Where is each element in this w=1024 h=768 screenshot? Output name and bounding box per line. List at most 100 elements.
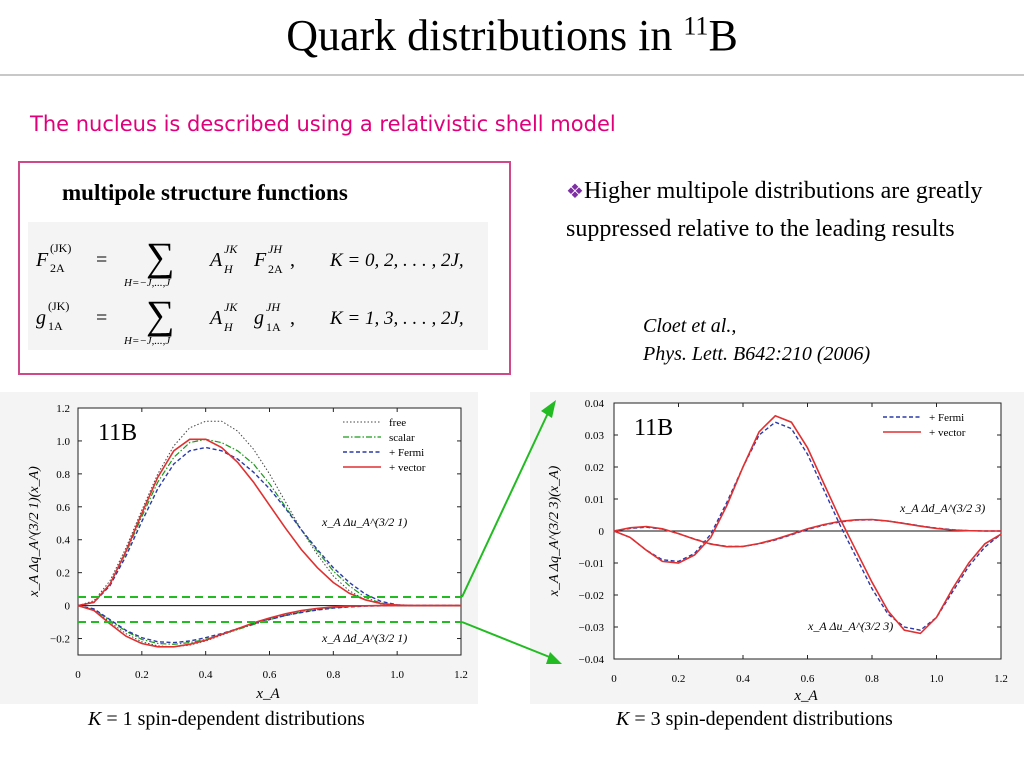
eq1-sum-sign: ∑ (146, 234, 175, 279)
series-line-vector-d (77, 604, 461, 648)
series-line-free-u (77, 420, 461, 607)
citation: Cloet et al., Phys. Lett. B642:210 (2006… (643, 312, 870, 368)
equations-svg: F (JK) 2A = ∑ H=−J,...,J A JK H F JH 2A … (35, 234, 464, 347)
legend-label: scalar (389, 432, 415, 444)
eq1-equals: = (96, 249, 107, 271)
eq2-comma: , (290, 307, 295, 329)
eq1-term-sub: 2A (268, 262, 283, 276)
y-tick-label: 0.8 (56, 469, 70, 481)
eq1-lhs: F (35, 249, 49, 271)
legend-label: + vector (389, 462, 426, 474)
legend-label: + Fermi (929, 412, 964, 424)
x-axis-label: x_A (793, 688, 818, 704)
y-tick-label: −0.02 (579, 590, 604, 602)
citation-authors: Cloet et al., (643, 315, 737, 337)
nucleus-label: 11B (634, 415, 673, 441)
x-tick-label: 0.6 (801, 673, 815, 685)
y-tick-label: 0.6 (56, 502, 70, 514)
y-tick-label: −0.01 (579, 558, 604, 570)
x-tick-label: 0.2 (135, 669, 149, 681)
eq2-coef-sub: H (223, 320, 234, 334)
x-tick-label: 1.2 (454, 669, 468, 681)
curve-annotation: x_A Δu_A^(3/2 1) (321, 515, 407, 529)
curve-annotation: x_A Δd_A^(3/2 1) (321, 631, 407, 645)
multipole-box-title: multipole structure functions (62, 180, 348, 205)
eq2-lhs-sup: (JK) (48, 299, 69, 313)
eq2-term-sup: JH (266, 300, 281, 314)
equation-f2a: F (JK) 2A = ∑ H=−J,...,J A JK H F JH 2A … (35, 234, 464, 289)
eq2-coef-sup: JK (224, 300, 238, 314)
x-tick-label: 0.6 (263, 669, 277, 681)
series-line-fermi-u (613, 421, 1002, 631)
y-tick-label: −0.2 (50, 634, 70, 646)
eq2-lhs-sub: 1A (48, 319, 63, 333)
slide-title: Quark distributions in 11B (286, 11, 738, 60)
eq1-condition: K = 0, 2, . . . , 2J, (329, 250, 464, 271)
bullet-text: Higher multipole distributions are great… (566, 178, 983, 242)
x-tick-label: 0.4 (199, 669, 213, 681)
y-tick-label: 0 (599, 526, 605, 538)
x-tick-label: 0.8 (865, 673, 879, 685)
eq2-sum-sign: ∑ (146, 292, 175, 337)
bullet-point: ❖Higher multipole distributions are grea… (566, 172, 1006, 248)
x-tick-label: 0 (611, 673, 617, 685)
diamond-bullet-icon: ❖ (566, 179, 584, 203)
eq2-equals: = (96, 307, 107, 329)
x-axis-label: x_A (255, 686, 280, 702)
title-divider (0, 74, 1024, 76)
arrow-down-line (461, 621, 553, 659)
eq2-lhs: g (36, 307, 46, 329)
x-tick-label: 0.8 (326, 669, 340, 681)
citation-journal: Phys. Lett. B642:210 (2006) (643, 343, 871, 365)
arrow-up-line (461, 412, 549, 598)
x-tick-label: 1.0 (390, 669, 404, 681)
x-tick-label: 0.4 (736, 673, 750, 685)
eq1-lhs-sub: 2A (50, 261, 65, 275)
series-line-vector-d (613, 518, 1001, 548)
equation-g1a: g (JK) 1A = ∑ H=−J,...,J A JK H g JH 1A … (36, 292, 464, 347)
eq1-comma: , (290, 249, 295, 271)
eq1-term: F (253, 249, 267, 271)
curve-annotation: x_A Δd_A^(3/2 3) (899, 501, 985, 515)
y-tick-label: 0.2 (56, 568, 70, 580)
caption-k3: K = 3 spin-dependent distributions (616, 708, 893, 730)
plot-frame (77, 407, 462, 656)
highlight-overlay (78, 400, 562, 664)
eq1-coef-sup: JK (224, 242, 238, 256)
legend-label: free (389, 417, 406, 429)
y-axis-label: x_A Δq_A^(3/2 1)(x_A) (27, 466, 42, 598)
chart-k1: 0 0.2 0.4 0.6 0.8 1.0 1.2 −0.2 0 0.2 0.4 0.6 0.8 1.0 1… (0, 392, 478, 704)
eq2-coef: A (208, 307, 223, 329)
eq2-term-sub: 1A (266, 320, 281, 334)
eq1-term-sup: JH (268, 242, 283, 256)
y-tick-label: 0.03 (585, 430, 605, 442)
y-tick-label: 1.0 (56, 436, 70, 448)
y-axis-label: x_A Δq_A^(3/2 3)(x_A) (547, 465, 562, 597)
eq1-sum-sub: H=−J,...,J (123, 277, 171, 289)
y-tick-label: 0 (65, 601, 71, 613)
eq1-coef-sub: H (223, 262, 234, 276)
nucleus-label: 11B (98, 420, 137, 446)
y-tick-label: 0.01 (585, 494, 604, 506)
legend-label: + vector (929, 427, 966, 439)
series-line-vector-u (613, 414, 1002, 635)
x-tick-label: 0.2 (672, 673, 686, 685)
x-tick-label: 1.0 (930, 673, 944, 685)
chart-k3: 0 0.2 0.4 0.6 0.8 1.0 1.2 −0.04 −0.03 −0.02 −0.01 0… (530, 392, 1024, 704)
arrow-up-head-icon (541, 400, 556, 418)
eq1-lhs-sup: (JK) (50, 241, 71, 255)
eq2-sum-sub: H=−J,...,J (123, 335, 171, 347)
y-tick-label: −0.04 (579, 654, 605, 666)
y-tick-label: 0.04 (585, 398, 605, 410)
multipole-box (18, 161, 511, 375)
caption-k1: K = 1 spin-dependent distributions (88, 708, 365, 730)
slide-subtitle: The nucleus is described using a relativ… (30, 112, 616, 136)
x-tick-label: 1.2 (994, 673, 1008, 685)
y-tick-label: 0.02 (585, 462, 604, 474)
y-tick-label: 1.2 (56, 403, 70, 415)
y-tick-label: −0.03 (579, 622, 605, 634)
y-tick-label: 0.4 (56, 535, 70, 547)
eq1-coef: A (208, 249, 223, 271)
equations-panel: F (JK) 2A = ∑ H=−J,...,J A JK H F JH 2A … (28, 222, 488, 350)
